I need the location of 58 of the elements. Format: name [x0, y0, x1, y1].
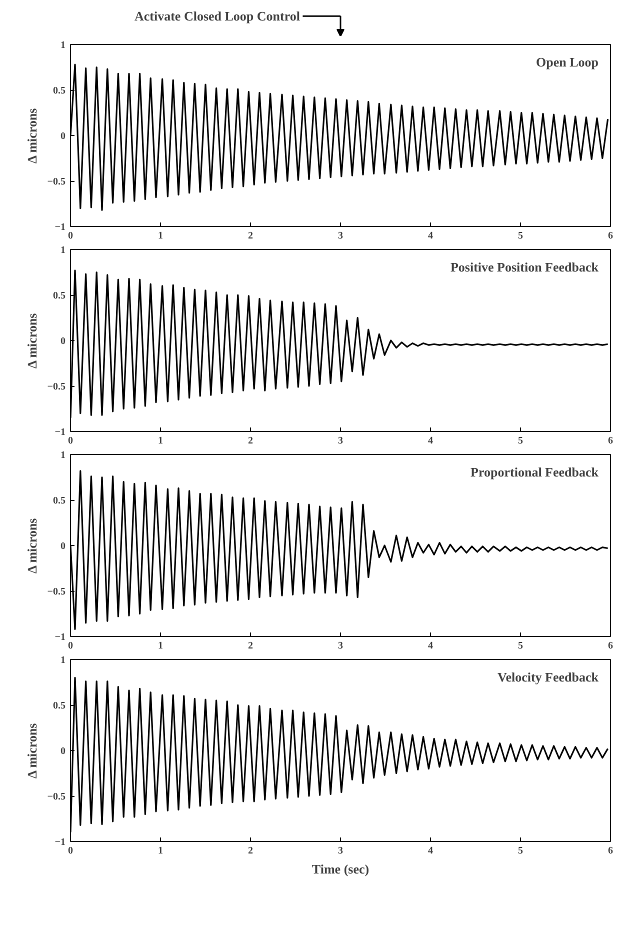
x-tick-label: 5 — [518, 846, 523, 856]
x-tick-label: 5 — [518, 640, 523, 652]
y-tick-label: −1 — [54, 427, 66, 438]
x-tick-label: 4 — [428, 846, 433, 856]
x-tick-label: 3 — [338, 230, 343, 242]
y-tick-label: 1 — [60, 40, 66, 51]
y-axis-title: Δ microns — [24, 723, 40, 778]
x-tick-label: 4 — [428, 436, 433, 446]
y-tick-label: 0 — [60, 541, 66, 552]
x-tick-label: 2 — [248, 230, 253, 242]
y-tick-label: 0 — [60, 746, 66, 757]
text: Activate Closed Loop Control — [134, 8, 300, 24]
y-axis-title: Δ microns — [24, 313, 40, 368]
y-tick-label: 0.5 — [53, 496, 66, 506]
y-tick-label: 1 — [60, 245, 66, 256]
x-tick-label: 2 — [248, 436, 253, 446]
y-tick-label: 0 — [60, 131, 66, 142]
y-axis-title: Δ microns — [24, 108, 40, 164]
y-tick-label: −1 — [54, 632, 66, 643]
y-tick-label: −1 — [54, 222, 66, 233]
x-tick-label: 6 — [608, 846, 613, 856]
y-tick-label: 0.5 — [53, 86, 66, 96]
x-tick-label: 4 — [428, 640, 433, 652]
x-tick-label: 5 — [518, 230, 523, 242]
x-tick-label: 6 — [608, 640, 613, 652]
x-tick-label: 0 — [68, 846, 73, 856]
y-tick-label: −0.5 — [47, 382, 66, 392]
y-tick-label: 0.5 — [53, 290, 66, 302]
x-tick-label: 3 — [338, 640, 343, 652]
y-tick-label: −0.5 — [47, 176, 66, 188]
y-tick-label: 0 — [60, 336, 66, 347]
x-tick-label: 5 — [518, 436, 523, 446]
text: Proportional Feedback — [470, 464, 600, 480]
x-tick-label: 1 — [158, 640, 163, 652]
x-axis-title: Time (sec) — [312, 862, 370, 876]
y-tick-label: 0.5 — [53, 700, 66, 712]
x-tick-label: 3 — [338, 846, 343, 856]
text: Positive Position Feedback — [450, 260, 600, 274]
x-tick-label: 1 — [158, 436, 163, 446]
y-tick-label: −1 — [54, 837, 66, 848]
x-tick-label: 4 — [428, 230, 433, 242]
x-tick-label: 6 — [608, 230, 613, 242]
y-axis-title: Δ microns — [24, 518, 40, 574]
x-tick-label: 0 — [68, 436, 73, 446]
x-tick-label: 0 — [68, 230, 73, 242]
y-tick-label: −0.5 — [47, 586, 66, 598]
x-tick-label: 2 — [248, 846, 253, 856]
x-tick-label: 6 — [608, 436, 613, 446]
y-tick-label: 1 — [60, 655, 66, 666]
text: Open Loop — [536, 54, 599, 70]
y-tick-label: −0.5 — [47, 792, 66, 802]
x-tick-label: 0 — [68, 640, 73, 652]
x-tick-label: 2 — [248, 640, 253, 652]
x-tick-label: 1 — [158, 230, 163, 242]
x-tick-label: 3 — [338, 436, 343, 446]
y-tick-label: 1 — [60, 450, 66, 461]
text: Velocity Feedback — [498, 670, 600, 684]
x-tick-label: 1 — [158, 846, 163, 856]
